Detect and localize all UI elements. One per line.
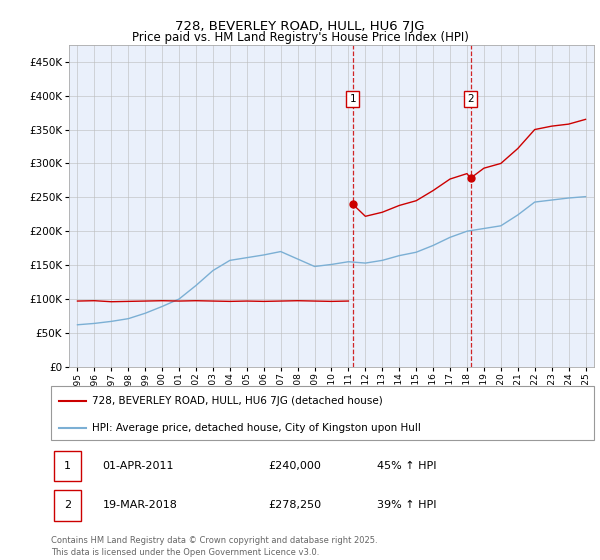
Text: 2: 2 bbox=[467, 94, 474, 104]
Text: £240,000: £240,000 bbox=[268, 461, 321, 471]
Text: 1: 1 bbox=[349, 94, 356, 104]
Text: 19-MAR-2018: 19-MAR-2018 bbox=[103, 501, 178, 510]
Text: £278,250: £278,250 bbox=[268, 501, 322, 510]
Text: 01-APR-2011: 01-APR-2011 bbox=[103, 461, 174, 471]
Text: 728, BEVERLEY ROAD, HULL, HU6 7JG: 728, BEVERLEY ROAD, HULL, HU6 7JG bbox=[175, 20, 425, 32]
Text: 728, BEVERLEY ROAD, HULL, HU6 7JG (detached house): 728, BEVERLEY ROAD, HULL, HU6 7JG (detac… bbox=[92, 396, 382, 407]
FancyBboxPatch shape bbox=[51, 386, 594, 440]
FancyBboxPatch shape bbox=[54, 451, 81, 482]
Text: 1: 1 bbox=[64, 461, 71, 471]
FancyBboxPatch shape bbox=[54, 490, 81, 521]
Text: 45% ↑ HPI: 45% ↑ HPI bbox=[377, 461, 436, 471]
Text: Contains HM Land Registry data © Crown copyright and database right 2025.
This d: Contains HM Land Registry data © Crown c… bbox=[51, 536, 377, 557]
Text: 39% ↑ HPI: 39% ↑ HPI bbox=[377, 501, 436, 510]
Text: 2: 2 bbox=[64, 501, 71, 510]
Text: HPI: Average price, detached house, City of Kingston upon Hull: HPI: Average price, detached house, City… bbox=[92, 423, 421, 433]
Text: Price paid vs. HM Land Registry's House Price Index (HPI): Price paid vs. HM Land Registry's House … bbox=[131, 31, 469, 44]
